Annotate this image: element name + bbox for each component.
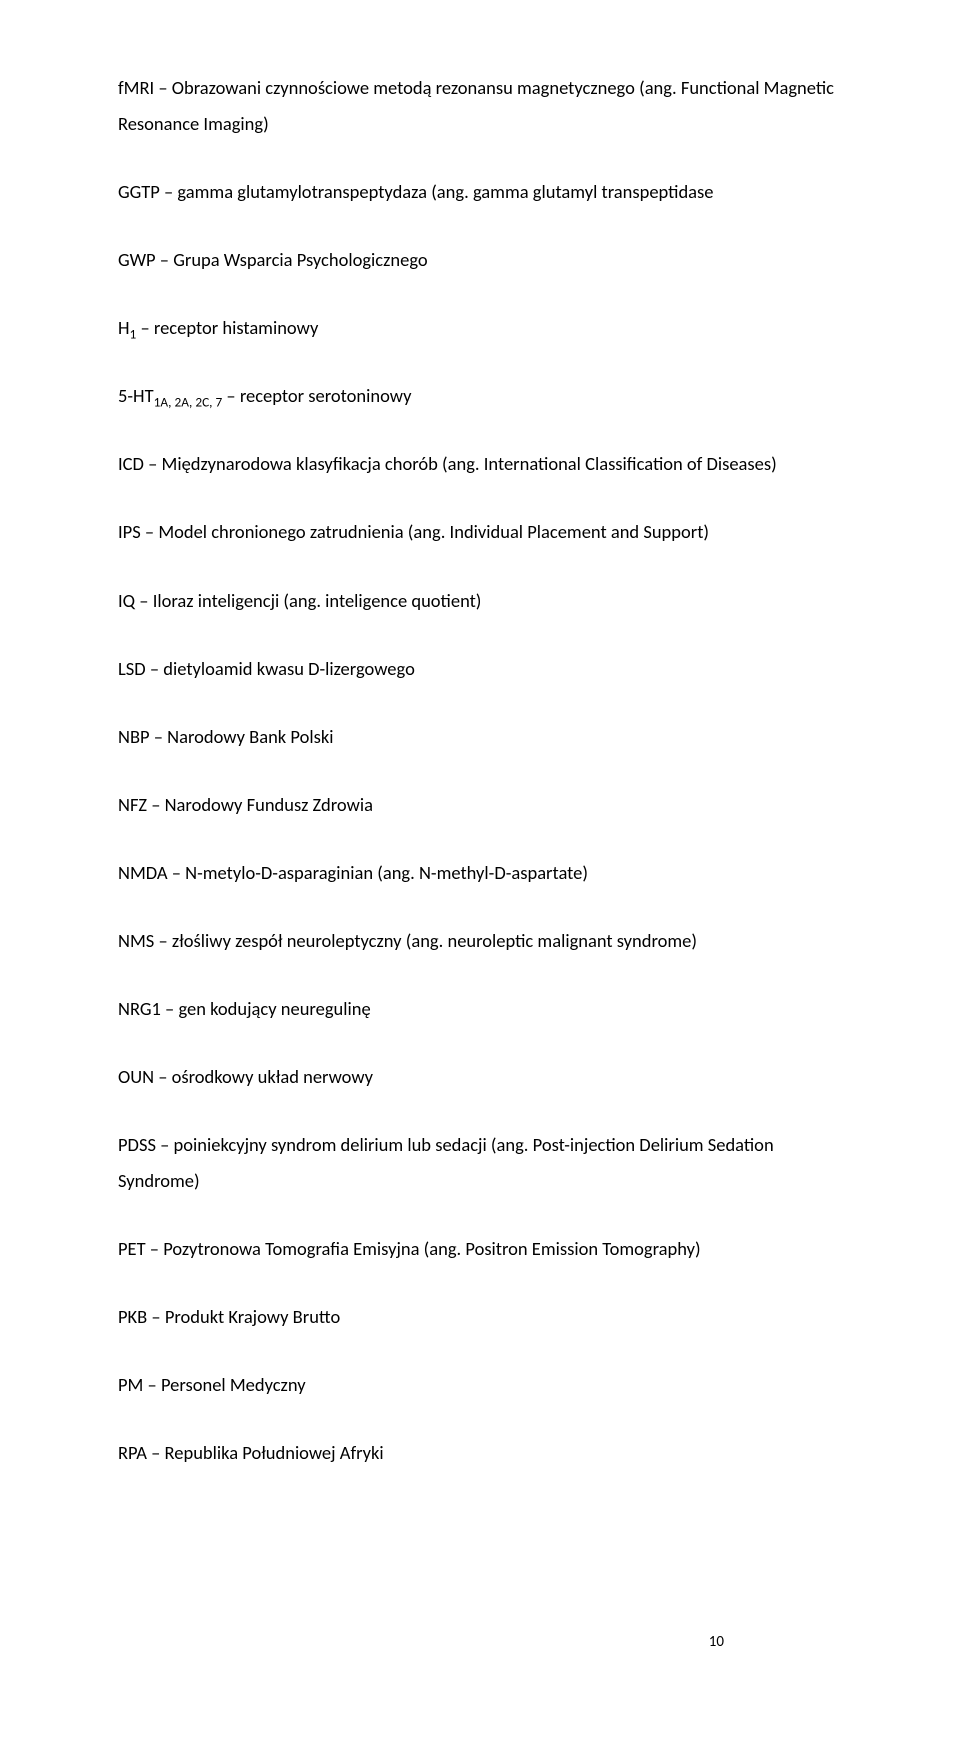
abbr-separator: – [154, 929, 172, 952]
abbr-separator: – [154, 76, 172, 99]
abbr-separator: – [136, 316, 154, 339]
abbr-term: IPS [118, 520, 141, 543]
abbr-entry: IPS – Model chronionego zatrudnienia (an… [118, 514, 842, 550]
abbr-term: NMS [118, 929, 154, 952]
abbr-separator: – [143, 1373, 161, 1396]
abbr-term: PDSS [118, 1133, 156, 1156]
abbr-entry: NMS – złośliwy zespół neuroleptyczny (an… [118, 923, 842, 959]
abbr-subscript: 1A, 2A, 2C, 7 [154, 394, 223, 411]
abbr-definition: Narodowy Fundusz Zdrowia [165, 793, 373, 816]
abbr-term: PM [118, 1373, 143, 1396]
abbr-separator: – [146, 1237, 164, 1260]
abbr-term: OUN [118, 1065, 154, 1088]
abbr-definition: poiniekcyjny syndrom delirium lub sedacj… [118, 1133, 774, 1192]
abbr-definition: Narodowy Bank Polski [167, 725, 333, 748]
abbr-definition: Personel Medyczny [161, 1373, 306, 1396]
abbr-separator: – [147, 793, 165, 816]
abbr-term: 5-HT [118, 384, 154, 407]
abbreviation-list: fMRI – Obrazowani czynnościowe metodą re… [118, 70, 842, 1471]
abbr-entry: NMDA – N-metylo-D-asparaginian (ang. N-m… [118, 855, 842, 891]
abbr-separator: – [150, 725, 168, 748]
abbr-entry: PM – Personel Medyczny [118, 1367, 842, 1403]
abbr-separator: – [168, 861, 186, 884]
abbr-definition: ośrodkowy układ nerwowy [172, 1065, 373, 1088]
abbr-definition: dietyloamid kwasu D-lizergowego [163, 657, 415, 680]
abbr-definition: N-metylo-D-asparaginian (ang. N-methyl-D… [185, 861, 588, 884]
abbr-definition: Produkt Krajowy Brutto [165, 1305, 340, 1328]
abbr-definition: receptor serotoninowy [240, 384, 412, 407]
abbr-definition: receptor histaminowy [154, 316, 318, 339]
abbr-entry: GWP – Grupa Wsparcia Psychologicznego [118, 242, 842, 278]
abbr-term: H [118, 316, 130, 339]
abbr-entry: 5-HT1A, 2A, 2C, 7 – receptor serotoninow… [118, 378, 842, 414]
abbr-definition: Obrazowani czynnościowe metodą rezonansu… [118, 76, 834, 135]
abbr-entry: LSD – dietyloamid kwasu D-lizergowego [118, 651, 842, 687]
abbr-term: NFZ [118, 793, 147, 816]
abbr-definition: Grupa Wsparcia Psychologicznego [173, 248, 427, 271]
abbr-definition: Republika Południowej Afryki [165, 1441, 384, 1464]
abbr-separator: – [156, 248, 174, 271]
abbr-entry: fMRI – Obrazowani czynnościowe metodą re… [118, 70, 842, 142]
abbr-separator: – [154, 1065, 172, 1088]
abbr-term: IQ [118, 589, 135, 612]
abbr-entry: GGTP – gamma glutamylotranspeptydaza (an… [118, 174, 842, 210]
abbr-entry: NRG1 – gen kodujący neuregulinę [118, 991, 842, 1027]
abbr-entry: NBP – Narodowy Bank Polski [118, 719, 842, 755]
abbr-entry: ICD – Międzynarodowa klasyfikacja chorób… [118, 446, 842, 482]
abbr-term: ICD [118, 452, 144, 475]
abbr-separator: – [147, 1441, 165, 1464]
abbr-definition: gamma glutamylotranspeptydaza (ang. gamm… [177, 180, 713, 203]
abbr-entry: RPA – Republika Południowej Afryki [118, 1435, 842, 1471]
abbr-term: fMRI [118, 76, 154, 99]
abbr-definition: Pozytronowa Tomografia Emisyjna (ang. Po… [163, 1237, 700, 1260]
abbr-definition: gen kodujący neuregulinę [178, 997, 370, 1020]
abbr-entry: OUN – ośrodkowy układ nerwowy [118, 1059, 842, 1095]
abbr-separator: – [222, 384, 240, 407]
abbr-term: RPA [118, 1441, 147, 1464]
abbr-term: NBP [118, 725, 150, 748]
abbr-term: NRG1 [118, 997, 161, 1020]
page-number: 10 [709, 1628, 724, 1657]
abbr-entry: PKB – Produkt Krajowy Brutto [118, 1299, 842, 1335]
abbr-definition: Międzynarodowa klasyfikacja chorób (ang.… [162, 452, 777, 475]
abbr-separator: – [141, 520, 159, 543]
abbr-separator: – [160, 180, 178, 203]
abbr-separator: – [156, 1133, 174, 1156]
abbr-term: NMDA [118, 861, 168, 884]
abbr-separator: – [147, 1305, 165, 1328]
abbr-term: GWP [118, 248, 156, 271]
abbr-term: PKB [118, 1305, 147, 1328]
abbr-separator: – [161, 997, 179, 1020]
abbr-definition: złośliwy zespół neuroleptyczny (ang. neu… [172, 929, 697, 952]
abbr-definition: Iloraz inteligencji (ang. inteligence qu… [153, 589, 482, 612]
abbr-separator: – [146, 657, 164, 680]
abbr-entry: NFZ – Narodowy Fundusz Zdrowia [118, 787, 842, 823]
abbr-entry: IQ – Iloraz inteligencji (ang. inteligen… [118, 583, 842, 619]
abbr-separator: – [144, 452, 162, 475]
abbr-entry: PET – Pozytronowa Tomografia Emisyjna (a… [118, 1231, 842, 1267]
abbr-definition: Model chronionego zatrudnienia (ang. Ind… [158, 520, 709, 543]
abbr-separator: – [135, 589, 153, 612]
abbr-entry: PDSS – poiniekcyjny syndrom delirium lub… [118, 1127, 842, 1199]
abbr-term: PET [118, 1237, 146, 1260]
abbr-entry: H1 – receptor histaminowy [118, 310, 842, 346]
abbr-term: GGTP [118, 180, 160, 203]
abbr-term: LSD [118, 657, 146, 680]
